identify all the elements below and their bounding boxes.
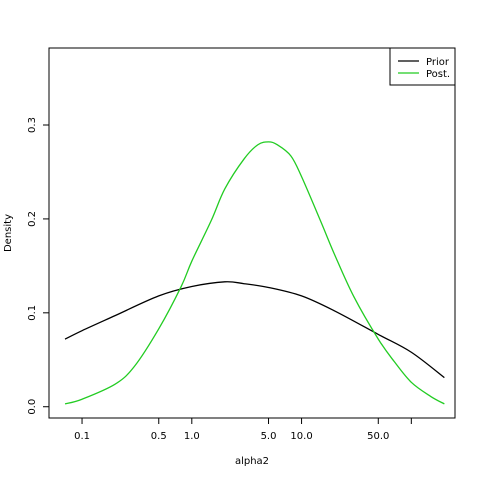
legend-label-prior: Prior bbox=[426, 57, 450, 68]
x-tick-label: 10.0 bbox=[290, 431, 312, 442]
x-tick-label: 50.0 bbox=[367, 431, 389, 442]
legend: Prior Post. bbox=[389, 47, 456, 86]
x-tick-label: 0.5 bbox=[151, 431, 167, 442]
x-tick-label: 1.0 bbox=[184, 431, 200, 442]
plot-frame bbox=[48, 47, 456, 419]
legend-box bbox=[389, 47, 456, 86]
x-tick-label: 0.1 bbox=[74, 431, 90, 442]
x-tick-label: 5.0 bbox=[261, 431, 277, 442]
x-axis: 0.1 0.5 1.0 5.0 10.0 50.0 bbox=[74, 417, 412, 442]
y-axis-label: Density bbox=[3, 214, 14, 252]
y-tick-label: 0.0 bbox=[27, 399, 38, 415]
series-line-post bbox=[64, 141, 445, 405]
y-tick-label: 0.2 bbox=[27, 211, 38, 227]
y-axis: 0.0 0.1 0.2 0.3 bbox=[27, 117, 50, 415]
legend-label-post: Post. bbox=[426, 69, 450, 80]
y-tick-label: 0.3 bbox=[27, 117, 38, 133]
series-line-prior bbox=[64, 281, 445, 379]
y-tick-label: 0.1 bbox=[27, 305, 38, 321]
x-axis-label: alpha2 bbox=[235, 456, 269, 467]
series-layer bbox=[64, 141, 445, 405]
